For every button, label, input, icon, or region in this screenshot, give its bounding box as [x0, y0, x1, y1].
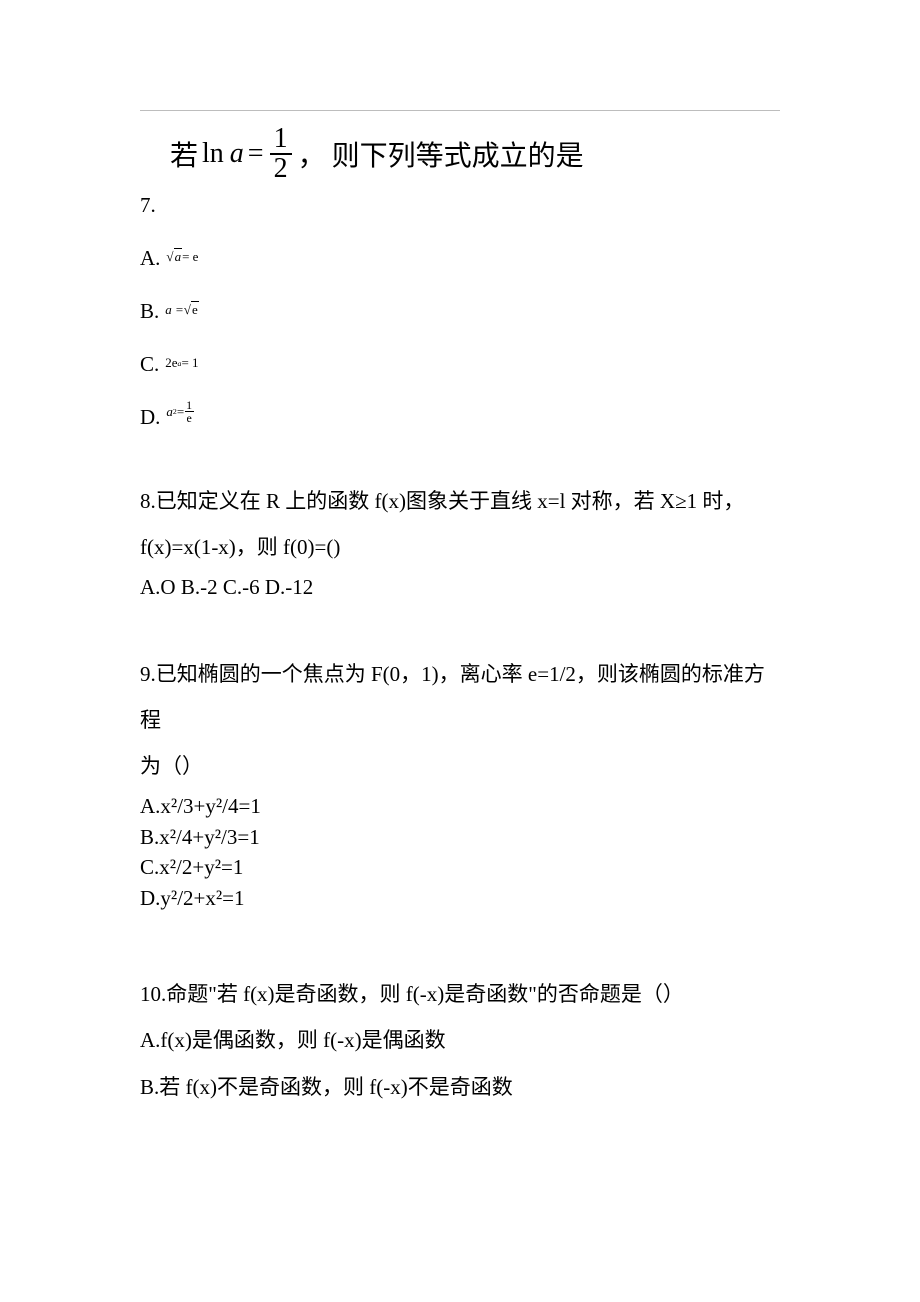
- q7-c-prefix: 2e: [165, 355, 177, 371]
- page: 若 ln a = 1 2 ， 则下列等式成立的是 7. A. √a = e B.…: [0, 0, 920, 1170]
- q7-eq: =: [248, 138, 264, 170]
- q7-number: 7.: [140, 193, 780, 218]
- q10-block: 10.命题"若 f(x)是奇函数，则 f(-x)是奇函数"的否命题是（） A.f…: [140, 971, 780, 1110]
- q7-d-frac: 1 e: [184, 399, 194, 424]
- q7-option-d: D. a2 = 1 e: [140, 405, 780, 430]
- q9-optB: B.x²/4+y²/3=1: [140, 822, 780, 852]
- q10-optA: A.f(x)是偶函数，则 f(-x)是偶函数: [140, 1017, 780, 1063]
- q7-d-math: a2 = 1 e: [166, 399, 194, 424]
- q7-ln: ln: [202, 138, 224, 170]
- q9-optA: A.x²/3+y²/4=1: [140, 791, 780, 821]
- q8-line2: f(x)=x(1-x)，则 f(0)=(): [140, 524, 780, 570]
- q7-var: a: [230, 138, 244, 170]
- q8-opts: A.O B.-2 C.-6 D.-12: [140, 572, 780, 602]
- q10-line1: 10.命题"若 f(x)是奇函数，则 f(-x)是奇函数"的否命题是（）: [140, 971, 780, 1017]
- q7-a-eq: = e: [182, 249, 198, 265]
- q7-comma: ，: [298, 134, 326, 174]
- q9-optC: C.x²/2+y²=1: [140, 852, 780, 882]
- q7-b-math: a = √e: [165, 302, 198, 318]
- q9-line1: 9.已知椭圆的一个焦点为 F(0，1)，离心率 e=1/2，则该椭圆的标准方程: [140, 651, 780, 743]
- sqrt-icon: √a: [166, 249, 182, 265]
- q7-c-math: 2ea = 1: [165, 355, 198, 371]
- q7-stem-leading: 若: [170, 134, 198, 174]
- q7-stem-tail: 则下列等式成立的是: [332, 134, 584, 174]
- q7-b-lhs: a =: [165, 302, 184, 318]
- q8-line1: 8.已知定义在 R 上的函数 f(x)图象关于直线 x=l 对称，若 X≥1 时…: [140, 478, 780, 524]
- q7-option-c: C. 2ea = 1: [140, 352, 780, 377]
- q7-b-label: B.: [140, 299, 159, 324]
- q10-optB: B.若 f(x)不是奇函数，则 f(-x)不是奇函数: [140, 1064, 780, 1110]
- q7-d-eq: =: [177, 404, 184, 420]
- q7-frac-den: 2: [270, 153, 292, 183]
- q7-c-tail: = 1: [181, 355, 198, 371]
- q8-block: 8.已知定义在 R 上的函数 f(x)图象关于直线 x=l 对称，若 X≥1 时…: [140, 478, 780, 570]
- q9-line2: 为（）: [140, 743, 780, 789]
- q9-optD: D.y²/2+x²=1: [140, 883, 780, 913]
- q7-d-label: D.: [140, 405, 160, 430]
- q7-a-math: √a = e: [166, 249, 198, 265]
- sqrt-icon: √e: [184, 302, 199, 318]
- q9-block: 9.已知椭圆的一个焦点为 F(0，1)，离心率 e=1/2，则该椭圆的标准方程 …: [140, 651, 780, 790]
- q7-c-label: C.: [140, 352, 159, 377]
- q7-option-b: B. a = √e: [140, 299, 780, 324]
- q9-opts: A.x²/3+y²/4=1 B.x²/4+y²/3=1 C.x²/2+y²=1 …: [140, 791, 780, 913]
- q7-frac: 1 2: [270, 125, 292, 183]
- q7-stem: 若 ln a = 1 2 ， 则下列等式成立的是: [170, 125, 780, 183]
- q7-option-a: A. √a = e: [140, 246, 780, 271]
- q7-a-label: A.: [140, 246, 160, 271]
- top-rule: [140, 110, 780, 111]
- q7-frac-num: 1: [270, 125, 292, 153]
